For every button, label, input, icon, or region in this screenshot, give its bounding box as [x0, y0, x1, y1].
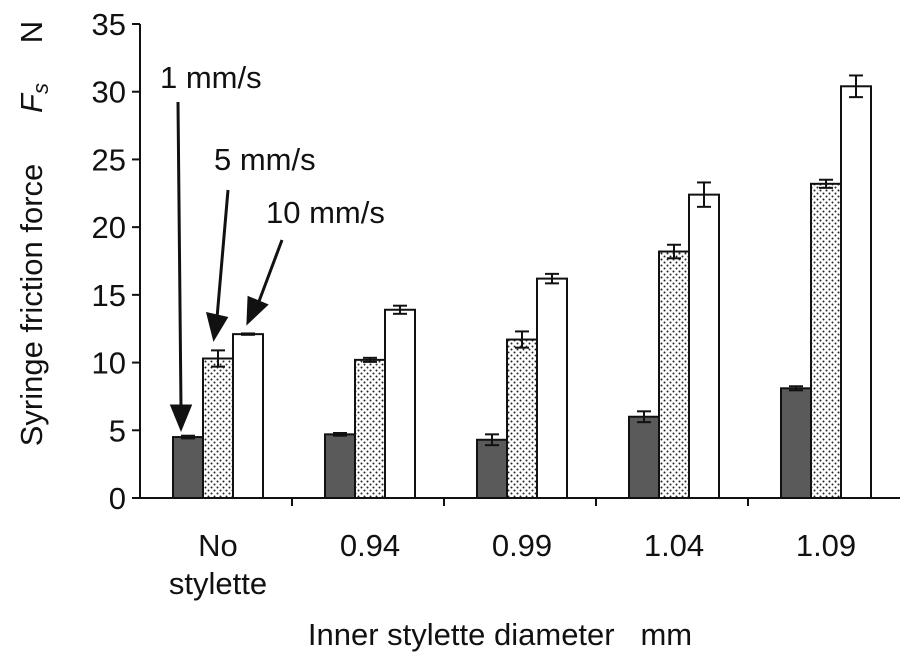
- annotation-10mm: 10 mm/s: [266, 195, 385, 230]
- x-tick-label: No: [198, 528, 238, 563]
- y-tick-label: 20: [92, 210, 126, 245]
- bar-1mm-4: [780, 387, 812, 499]
- arrow-5mm: [215, 189, 230, 319]
- bars: [172, 74, 872, 506]
- bar-5mm-4: [810, 182, 842, 499]
- arrow-1mm: [176, 101, 183, 409]
- y-axis-symbol-subscript: s: [28, 83, 53, 94]
- bar-5mm-2: [506, 338, 538, 500]
- bar-1mm-1: [324, 433, 356, 499]
- y-tick-label: 0: [109, 481, 126, 516]
- y-axis-symbol-letter: F: [14, 92, 49, 113]
- arrowhead-1mm: [169, 404, 193, 432]
- annotation-5mm: 5 mm/s: [214, 142, 316, 177]
- annotation-1mm: 1 mm/s: [160, 60, 262, 95]
- y-axis-label: Syringe friction force: [14, 164, 49, 447]
- bar-1mm-3: [628, 415, 660, 499]
- y-tick-label: 30: [92, 75, 126, 110]
- y-axis-symbol: Fs: [14, 83, 53, 113]
- x-tick-label: 1.09: [796, 528, 856, 563]
- bar-5mm-0: [202, 357, 234, 499]
- bar-10mm-3: [688, 193, 720, 499]
- bar-10mm-4: [840, 85, 872, 499]
- x-tick-label: 0.94: [340, 528, 400, 563]
- y-tick-label: 10: [92, 346, 126, 381]
- bar-1mm-0: [172, 436, 204, 499]
- y-tick-label: 35: [92, 7, 126, 42]
- bar-5mm-1: [354, 358, 386, 499]
- bar-1mm-2: [476, 438, 508, 500]
- bar-10mm-1: [384, 308, 416, 499]
- x-tick-label: 0.99: [492, 528, 552, 563]
- y-tick-label: 15: [92, 278, 126, 313]
- x-tick-label: 1.04: [644, 528, 704, 563]
- arrowhead-10mm: [246, 295, 269, 326]
- x-tick-label: stylette: [169, 566, 267, 601]
- y-tick-label: 25: [92, 142, 126, 177]
- bar-10mm-0: [232, 333, 264, 500]
- y-axis-unit: N: [14, 21, 49, 43]
- x-axis-title: Inner stylette diameter mm: [308, 617, 692, 652]
- annotation-arrows: [169, 101, 284, 432]
- arrow-10mm: [256, 239, 284, 305]
- y-axis-ticks: 0 5 10 15 20 25 30 35: [92, 7, 140, 516]
- y-tick-label: 5: [109, 413, 126, 448]
- bar-10mm-2: [536, 277, 568, 499]
- y-axis-title: Syringe friction force: [14, 164, 49, 447]
- arrowhead-5mm: [205, 312, 229, 342]
- bar-5mm-3: [658, 250, 690, 499]
